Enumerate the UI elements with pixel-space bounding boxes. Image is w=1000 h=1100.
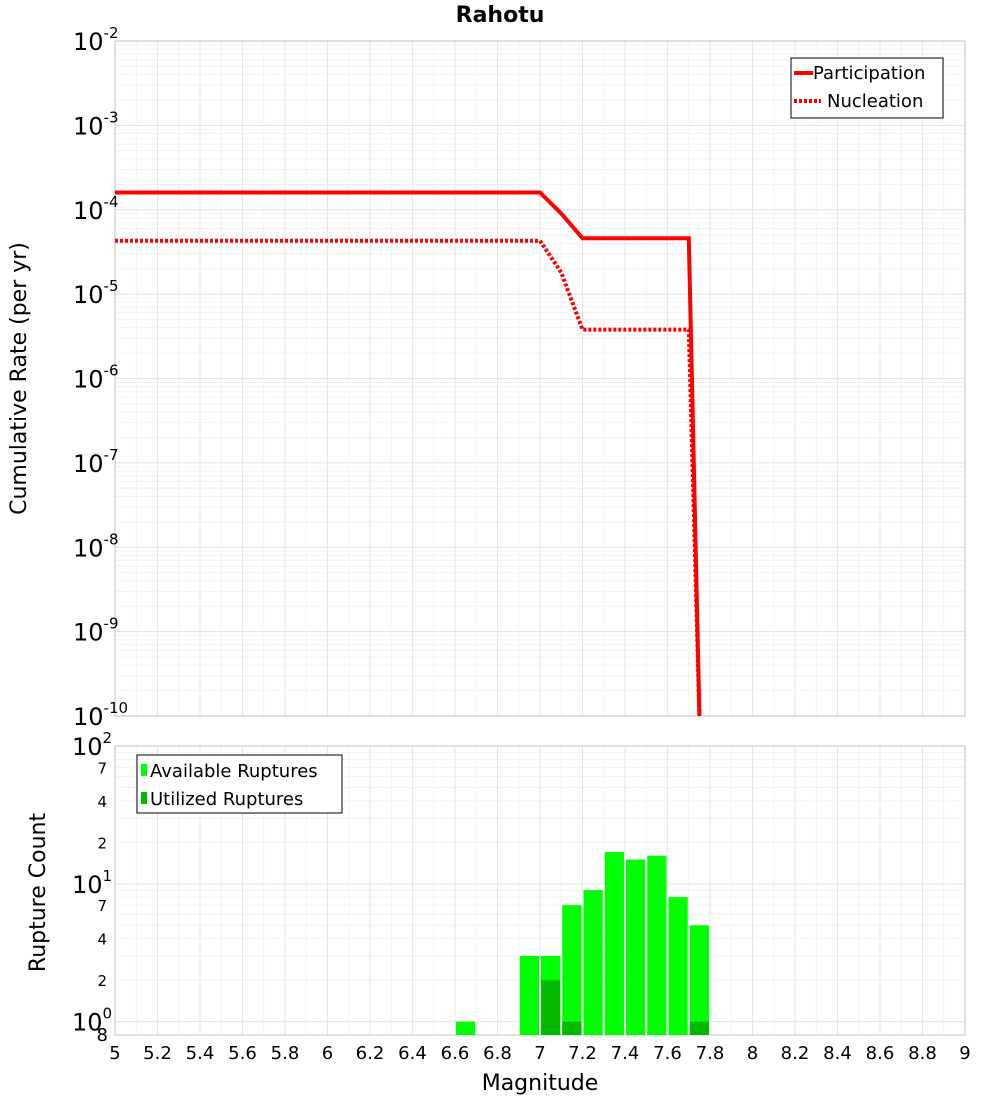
x-tick-label: 6 bbox=[322, 1043, 333, 1064]
x-tick-label: 8 bbox=[747, 1043, 758, 1064]
participation-line bbox=[115, 190, 702, 717]
available-rupture-bar bbox=[583, 890, 603, 1035]
upper-plot-area bbox=[114, 40, 966, 717]
lower-y-minor-tick-label: 7 bbox=[97, 897, 107, 915]
x-tick-label: 7.6 bbox=[653, 1043, 682, 1064]
available-rupture-bar bbox=[668, 897, 688, 1035]
x-tick-label: 6.8 bbox=[483, 1043, 512, 1064]
lower-plot-frame bbox=[114, 745, 966, 1036]
nucleation-line bbox=[115, 238, 702, 717]
upper-y-tick-label: 10-10 bbox=[73, 699, 128, 731]
x-tick-label: 7.8 bbox=[696, 1043, 725, 1064]
lower-y-minor-tick-label: 8 bbox=[97, 1025, 108, 1046]
x-tick-label: 8.6 bbox=[866, 1043, 895, 1064]
x-tick-label: 7.4 bbox=[611, 1043, 640, 1064]
x-tick-label: 5.4 bbox=[186, 1043, 215, 1064]
available-rupture-bar bbox=[519, 955, 539, 1035]
utilized-rupture-bar bbox=[689, 1021, 709, 1035]
participation-legend-label: Participation bbox=[813, 63, 925, 84]
available-rupture-bar bbox=[647, 855, 667, 1035]
available-rupture-bar bbox=[562, 905, 582, 1035]
upper-plot-frame bbox=[114, 40, 966, 717]
utilized-rupture-bar bbox=[541, 980, 561, 1035]
x-tick-label: 6.6 bbox=[441, 1043, 470, 1064]
x-tick-label: 5.8 bbox=[271, 1043, 300, 1064]
lower-y-minor-tick-label: 2 bbox=[97, 834, 107, 852]
available-legend-swatch bbox=[141, 764, 147, 776]
upper-y-tick-label: 10-3 bbox=[73, 108, 119, 140]
x-tick-label: 6.2 bbox=[356, 1043, 385, 1064]
x-axis-label: Magnitude bbox=[482, 1071, 599, 1096]
x-tick-label: 5 bbox=[109, 1043, 120, 1064]
available-rupture-bar bbox=[626, 859, 646, 1035]
upper-y-axis-label: Cumulative Rate (per yr) bbox=[7, 242, 32, 515]
utilized-legend-swatch bbox=[141, 792, 147, 804]
x-tick-label: 5.2 bbox=[143, 1043, 172, 1064]
available-rupture-bar bbox=[604, 852, 624, 1035]
upper-y-tick-label: 10-5 bbox=[73, 277, 119, 309]
upper-y-tick-label: 10-2 bbox=[73, 24, 119, 56]
lower-y-axis-label: Rupture Count bbox=[26, 813, 51, 973]
chart-title: Rahotu bbox=[456, 3, 545, 28]
available-legend-label: Available Ruptures bbox=[150, 761, 318, 782]
upper-y-tick-label: 10-4 bbox=[73, 193, 119, 225]
lower-y-major-tick-label: 100 bbox=[72, 1005, 112, 1037]
utilized-rupture-bar bbox=[562, 1021, 582, 1035]
lower-y-minor-tick-label: 2 bbox=[97, 972, 107, 990]
lower-y-minor-tick-label: 4 bbox=[97, 793, 107, 811]
lower-legend-box bbox=[136, 754, 343, 814]
upper-y-tick-label: 10-6 bbox=[73, 362, 119, 394]
lower-y-major-tick-label: 101 bbox=[72, 867, 112, 899]
utilized-legend-label: Utilized Ruptures bbox=[150, 789, 303, 810]
upper-y-tick-label: 10-8 bbox=[73, 530, 119, 562]
x-tick-label: 7.2 bbox=[568, 1043, 597, 1064]
x-tick-label: 8.2 bbox=[781, 1043, 810, 1064]
x-tick-label: 7 bbox=[534, 1043, 545, 1064]
x-tick-label: 6.4 bbox=[398, 1043, 427, 1064]
upper-y-tick-label: 10-7 bbox=[73, 446, 119, 478]
lower-y-minor-tick-label: 7 bbox=[97, 759, 107, 777]
upper-legend-box bbox=[790, 57, 944, 119]
x-tick-label: 8.4 bbox=[823, 1043, 852, 1064]
upper-y-tick-label: 10-9 bbox=[73, 615, 119, 647]
lower-y-minor-tick-label: 4 bbox=[97, 931, 107, 949]
available-rupture-bar bbox=[689, 925, 709, 1035]
lower-y-major-tick-label: 102 bbox=[72, 729, 112, 761]
x-tick-label: 8.8 bbox=[908, 1043, 937, 1064]
nucleation-legend-label: Nucleation bbox=[827, 91, 923, 112]
available-rupture-bar bbox=[456, 1021, 476, 1035]
x-tick-label: 9 bbox=[959, 1043, 970, 1064]
x-tick-label: 5.6 bbox=[228, 1043, 257, 1064]
